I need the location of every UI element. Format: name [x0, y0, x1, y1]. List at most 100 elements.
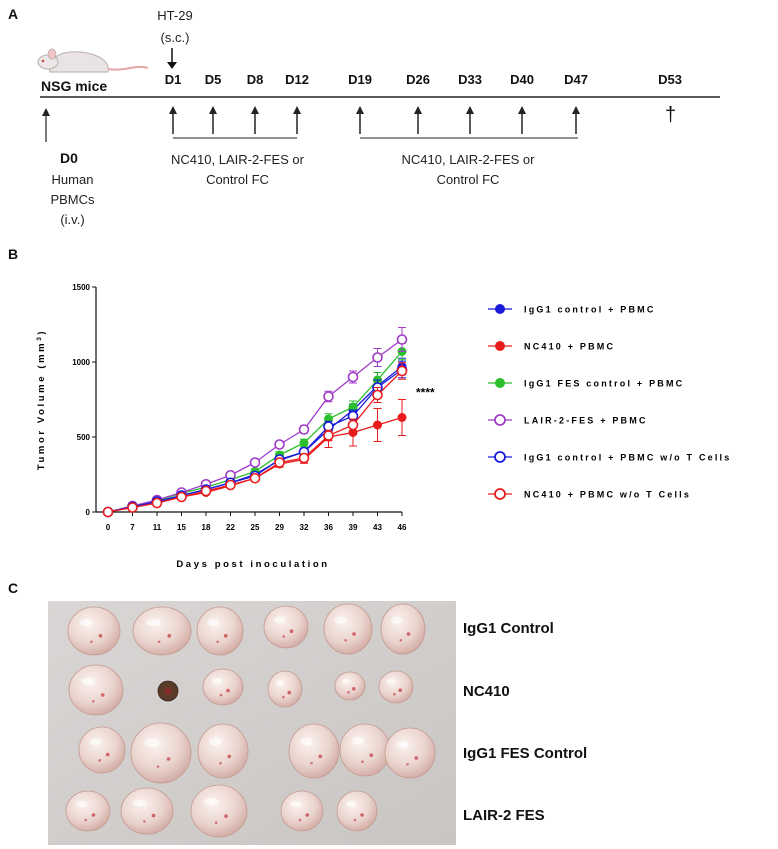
dose-arrow — [518, 106, 526, 134]
data-point — [323, 430, 334, 441]
legend-marker — [495, 341, 505, 351]
tumor-sample — [380, 603, 426, 655]
x-tick-label: 7 — [130, 523, 135, 532]
series-0 — [103, 357, 407, 517]
legend-item: IgG1 control + PBMC w/o T Cells — [488, 451, 731, 463]
x-tick-label: 32 — [300, 523, 309, 532]
photo-label-lair2-fes: LAIR-2 FES — [463, 807, 545, 824]
treatment-1-line-1: NC410, LAIR-2-FES or — [171, 152, 304, 167]
tumor-sample — [339, 723, 391, 777]
photo-label-igg1-control: IgG1 Control — [463, 620, 554, 637]
photo-label-nc410: NC410 — [463, 683, 510, 700]
tumor-sample — [197, 723, 249, 779]
tumor-sample — [130, 722, 192, 784]
data-point — [323, 391, 334, 402]
x-tick-label: 43 — [373, 523, 382, 532]
data-point — [200, 485, 212, 497]
panel-label-a: A — [8, 6, 19, 22]
tumor-sample — [132, 606, 192, 656]
timeline-day-d19: D19 — [348, 72, 372, 87]
x-tick-label: 29 — [275, 523, 284, 532]
data-point — [298, 452, 310, 464]
treatment-2-line-1: NC410, LAIR-2-FES or — [401, 152, 535, 167]
legend-label: NC410 + PBMC — [524, 342, 615, 352]
data-point — [396, 365, 408, 377]
legend-item: IgG1 control + PBMC — [488, 304, 656, 315]
data-point — [347, 419, 359, 431]
timeline-day-d1: D1 — [164, 72, 182, 87]
legend-label: IgG1 control + PBMC — [524, 305, 656, 315]
timeline-day-d26: D26 — [406, 72, 430, 87]
timeline-day-d12: D12 — [285, 72, 309, 87]
tumor-sample — [384, 727, 436, 779]
end-mark: † — [665, 104, 677, 126]
data-point — [298, 424, 310, 435]
timeline — [40, 96, 720, 142]
data-point — [372, 352, 383, 363]
treatment-1-line-2: Control FC — [206, 172, 269, 187]
significance-marker: **** — [416, 386, 435, 400]
dose-arrow — [169, 106, 177, 134]
panel-label-c: C — [8, 580, 19, 596]
data-point — [347, 371, 359, 383]
x-axis-label: Days post inoculation — [176, 559, 329, 570]
legend-item: LAIR-2-FES + PBMC — [488, 414, 645, 426]
tumor-sample — [78, 726, 126, 774]
y-tick-label: 1500 — [72, 283, 90, 292]
tumor-sample — [68, 664, 124, 716]
legend-item: NC410 + PBMC — [488, 341, 615, 352]
tumor-sample — [267, 670, 303, 708]
data-point — [249, 457, 261, 468]
tumor-photo — [48, 601, 456, 845]
tumor-sample — [202, 668, 244, 706]
legend-marker — [494, 414, 506, 426]
data-point — [397, 413, 407, 422]
series-line — [107, 368, 403, 513]
tumor-sample — [67, 606, 121, 656]
data-point — [348, 402, 358, 412]
series-4 — [102, 360, 408, 518]
x-tick-label: 18 — [202, 523, 211, 532]
data-point — [151, 497, 163, 509]
tumor-sample — [196, 606, 244, 656]
tumor-sample — [280, 790, 324, 832]
inoculation-label-top: HT-29 — [157, 8, 193, 23]
tumor-sample — [190, 784, 248, 838]
legend-label: IgG1 control + PBMC w/o T Cells — [524, 453, 731, 463]
x-tick-label: 39 — [349, 523, 358, 532]
dose-arrow — [356, 106, 364, 134]
tumor-sample — [336, 790, 378, 832]
tumor-sample — [157, 680, 179, 702]
x-tick-label: 22 — [226, 523, 235, 532]
dose-arrow — [293, 106, 301, 134]
data-point — [102, 506, 114, 518]
data-point — [323, 421, 334, 432]
mouse-illustration — [37, 48, 149, 73]
tumor-sample — [65, 790, 111, 832]
dose-arrow — [251, 106, 259, 134]
legend-label: IgG1 FES control + PBMC — [524, 379, 684, 389]
x-tick-label: 15 — [177, 523, 186, 532]
timeline-day-d8: D8 — [246, 72, 264, 87]
d0-label: D0 — [60, 150, 78, 166]
data-point — [396, 334, 408, 345]
tumor-volume-chart: 0 500 1000 1500 0 7 11 15 18 22 25 29 32 36 39 43 46 Days… — [36, 283, 731, 570]
y-tick-label: 0 — [86, 508, 91, 517]
panel-label-b: B — [8, 246, 19, 262]
tumor-sample — [334, 671, 366, 701]
series-line — [107, 370, 403, 513]
x-tick-label: 36 — [324, 523, 333, 532]
treatment-2-line-2: Control FC — [436, 172, 500, 187]
legend-item: IgG1 FES control + PBMC — [488, 378, 684, 389]
dose-arrow — [466, 106, 474, 134]
tumor-sample — [323, 603, 373, 655]
y-tick-label: 500 — [77, 433, 91, 442]
tumor-sample — [263, 605, 309, 649]
timeline-day-d47: D47 — [564, 72, 588, 87]
data-point — [372, 389, 383, 401]
tumor-sample — [288, 723, 340, 779]
data-point — [299, 438, 309, 448]
data-point — [274, 457, 285, 468]
tumor-sample — [120, 787, 174, 835]
data-point — [225, 479, 236, 491]
